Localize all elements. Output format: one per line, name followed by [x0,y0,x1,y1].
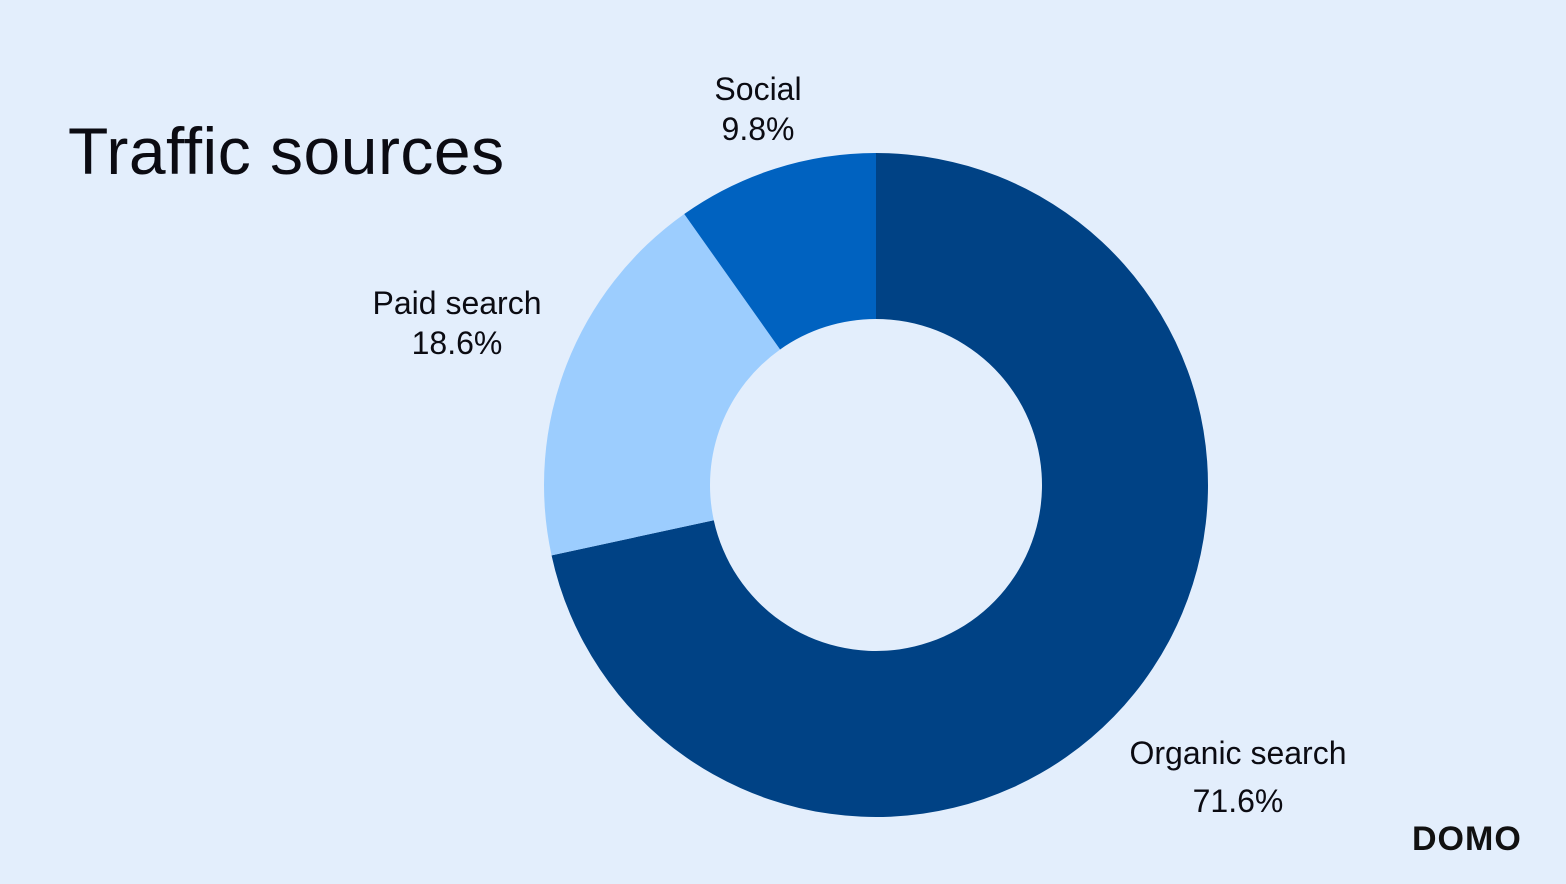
slice-paid-search [544,213,781,556]
slice-label-social: Social [714,71,801,107]
domo-logo: DOMO [1412,820,1522,858]
slice-value-paid-search: 18.6% [412,325,503,361]
donut-slices [544,153,1208,817]
slice-value-social: 9.8% [722,111,795,147]
chart-title: Traffic sources [68,114,505,188]
slice-label-paid-search: Paid search [373,285,542,321]
slice-organic-search [551,153,1208,817]
slice-label-organic-search: Organic search [1130,735,1347,771]
slice-social [684,153,876,350]
slice-value-organic-search: 71.6% [1193,783,1284,819]
slice-labels: Organic search 71.6% Paid search 18.6% Socia… [373,71,1347,819]
